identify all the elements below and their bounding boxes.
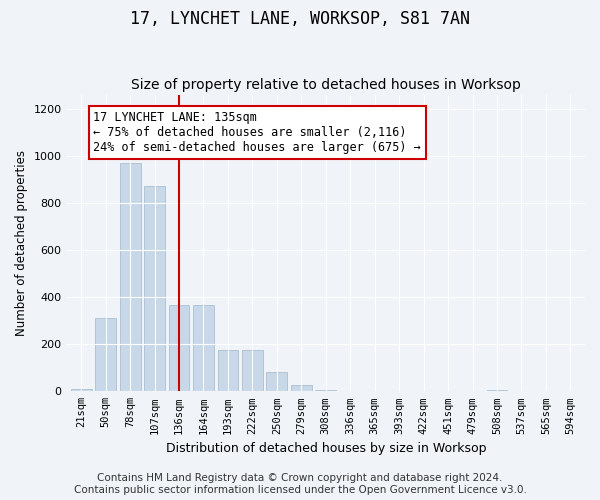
Bar: [487, 390, 508, 392]
Bar: [95, 318, 116, 392]
Title: Size of property relative to detached houses in Worksop: Size of property relative to detached ho…: [131, 78, 521, 92]
Bar: [218, 350, 238, 392]
Bar: [242, 350, 263, 392]
Bar: [144, 186, 165, 392]
Bar: [169, 306, 190, 392]
Y-axis label: Number of detached properties: Number of detached properties: [15, 150, 28, 336]
Bar: [291, 386, 312, 392]
Bar: [316, 390, 336, 392]
Text: Contains HM Land Registry data © Crown copyright and database right 2024.
Contai: Contains HM Land Registry data © Crown c…: [74, 474, 526, 495]
Text: 17, LYNCHET LANE, WORKSOP, S81 7AN: 17, LYNCHET LANE, WORKSOP, S81 7AN: [130, 10, 470, 28]
Bar: [193, 306, 214, 392]
Bar: [266, 372, 287, 392]
Bar: [120, 163, 140, 392]
Text: 17 LYNCHET LANE: 135sqm
← 75% of detached houses are smaller (2,116)
24% of semi: 17 LYNCHET LANE: 135sqm ← 75% of detache…: [94, 111, 421, 154]
Bar: [71, 389, 92, 392]
X-axis label: Distribution of detached houses by size in Worksop: Distribution of detached houses by size …: [166, 442, 486, 455]
